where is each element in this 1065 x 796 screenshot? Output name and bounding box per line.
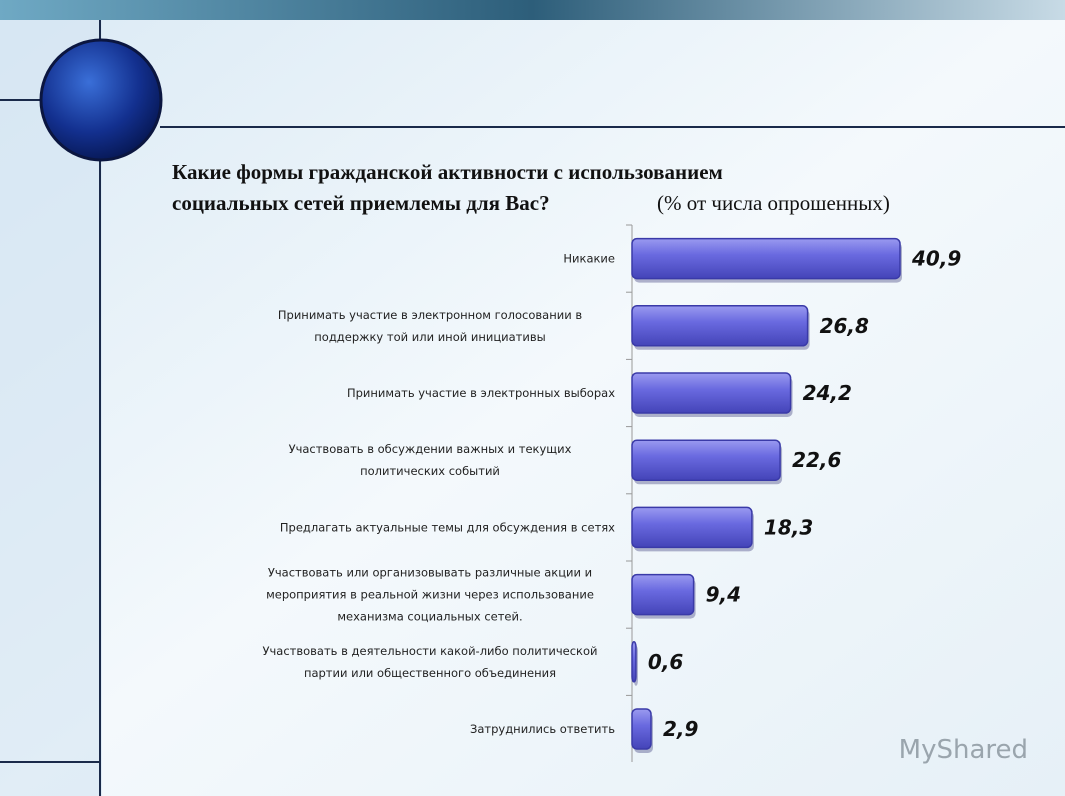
bar — [631, 439, 781, 481]
top-bar — [0, 0, 1065, 20]
value-label: 2,9 — [663, 717, 699, 741]
bar — [631, 641, 637, 683]
value-label: 26,8 — [820, 314, 869, 338]
globe — [39, 38, 163, 162]
value-label: 40,9 — [911, 247, 961, 271]
y-tick-label: Затруднились ответить — [470, 722, 615, 736]
value-label: 24,2 — [803, 381, 852, 405]
watermark: MyShared — [899, 735, 1028, 765]
y-tick-label: Предлагать актуальные темы для обсуждени… — [280, 520, 615, 534]
y-tick-label: Принимать участие в электронном голосова… — [278, 308, 582, 344]
bar — [631, 506, 753, 549]
y-tick-label: Принимать участие в электронных выборах — [347, 386, 615, 400]
value-label: 9,4 — [706, 583, 741, 607]
bar — [631, 237, 901, 280]
y-tick-label: Никакие — [563, 252, 615, 266]
y-tick-label: Участвовать или организовывать различные… — [266, 566, 594, 624]
y-tick-label: Участвовать в обсуждении важных и текущи… — [289, 442, 572, 478]
chart-subtitle: (% от числа опрошенных) — [657, 191, 890, 215]
bar — [631, 372, 792, 414]
bar — [631, 573, 695, 616]
bar — [631, 305, 809, 347]
bar — [631, 708, 652, 750]
value-label: 22,6 — [792, 448, 841, 472]
value-label: 0,6 — [648, 650, 684, 674]
value-label: 18,3 — [764, 515, 813, 539]
y-tick-label: Участвовать в деятельности какой-либо по… — [262, 644, 597, 680]
